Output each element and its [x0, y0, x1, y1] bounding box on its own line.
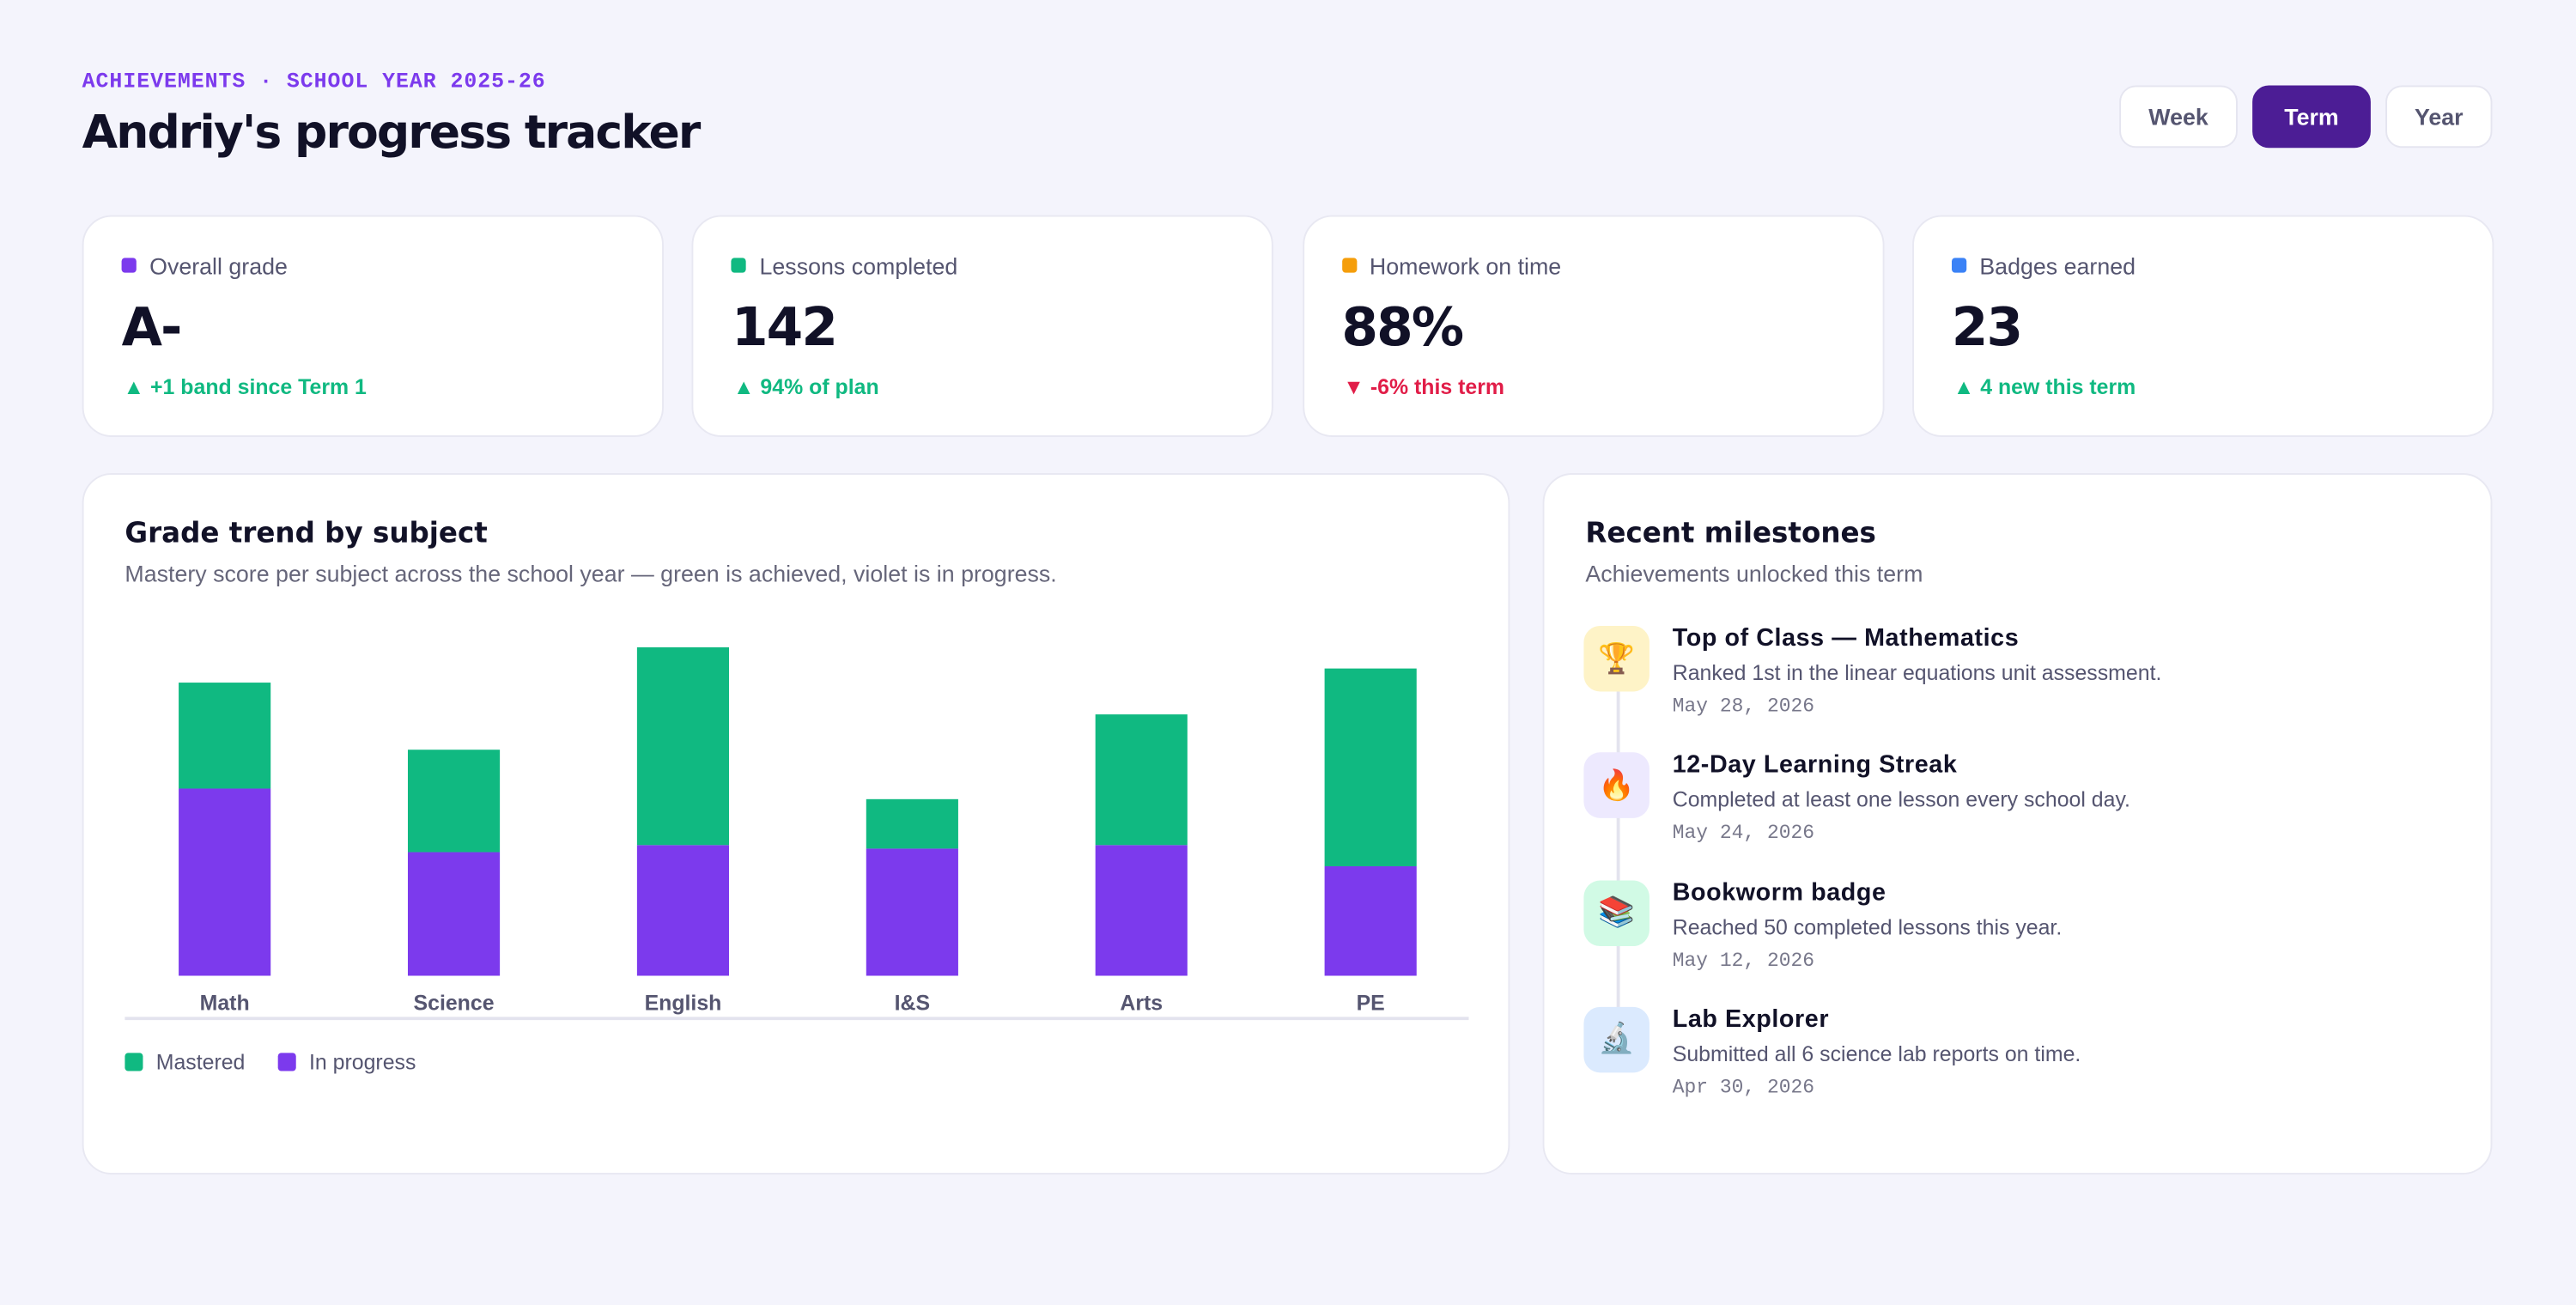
bar-segment	[1324, 668, 1417, 866]
milestone-date: May 28, 2026	[1672, 695, 1815, 719]
x-tick-label: English	[645, 992, 722, 1016]
kpi-card: Lessons completed 142 ▲ 94% of plan	[692, 215, 1274, 437]
kpi-delta: ▲ 4 new this term	[1953, 374, 2136, 399]
bar-segment	[179, 788, 271, 976]
kpi-label: Overall grade	[149, 252, 288, 280]
milestone-icon: 🔬	[1583, 1006, 1649, 1073]
kpi-dot	[1951, 258, 1967, 273]
kpi-delta: ▲ +1 band since Term 1	[123, 374, 367, 399]
x-tick-label: I&S	[895, 992, 930, 1016]
kpi-value: 142	[731, 295, 838, 359]
milestones-subtitle: Achievements unlocked this term	[1585, 560, 1923, 587]
kpi-label: Badges earned	[1979, 252, 2136, 280]
kpi-value: A-	[121, 295, 183, 359]
milestone-description: Completed at least one lesson every scho…	[1672, 787, 2130, 812]
kpi-card: Overall grade A- ▲ +1 band since Term 1	[82, 215, 664, 437]
kpi-dot	[731, 258, 747, 273]
kpi-label: Lessons completed	[759, 252, 958, 280]
milestone-icon: 🔥	[1583, 752, 1649, 819]
milestone-date: Apr 30, 2026	[1672, 1076, 1815, 1099]
period-button[interactable]: Term	[2252, 85, 2371, 149]
milestone-title: Top of Class — Mathematics	[1672, 624, 2020, 652]
bar-segment	[866, 798, 958, 849]
kpi-dot	[1341, 258, 1357, 273]
milestone-description: Reached 50 completed lessons this year.	[1672, 914, 2063, 939]
bar-segment	[1095, 845, 1188, 976]
bar-segment	[407, 852, 501, 976]
bar-segment	[636, 646, 730, 846]
kpi-card: Badges earned 23 ▲ 4 new this term	[1911, 215, 2494, 437]
eyebrow: ACHIEVEMENTS · SCHOOL YEAR 2025-26	[82, 69, 546, 94]
legend-swatch	[125, 1053, 143, 1071]
legend-label: Mastered	[156, 1051, 246, 1075]
timeline-line	[1616, 659, 1620, 1070]
bar-segment	[1095, 714, 1188, 846]
chart-panel: Grade trend by subject Mastery score per…	[82, 473, 1510, 1175]
bar-segment	[179, 683, 271, 789]
milestone-title: 12-Day Learning Streak	[1672, 750, 1958, 780]
milestone-description: Submitted all 6 science lab reports on t…	[1672, 1041, 2081, 1066]
x-tick-label: Math	[200, 992, 250, 1016]
bar-segment	[866, 848, 958, 976]
x-tick-label: PE	[1357, 992, 1385, 1016]
legend-label: In progress	[309, 1051, 416, 1075]
milestone-icon: 🏆	[1583, 625, 1649, 692]
milestone-description: Ranked 1st in the linear equations unit …	[1672, 660, 2162, 685]
kpi-delta: ▲ 94% of plan	[732, 374, 879, 399]
kpi-card: Homework on time 88% ▼ -6% this term	[1302, 215, 1884, 437]
milestone-date: May 24, 2026	[1672, 822, 1815, 846]
chart-subtitle: Mastery score per subject across the sch…	[125, 560, 1057, 587]
kpi-dot	[121, 258, 137, 273]
milestones-panel: Recent milestones Achievements unlocked …	[1542, 473, 2493, 1175]
kpi-label: Homework on time	[1369, 252, 1562, 280]
kpi-value: 88%	[1341, 295, 1464, 359]
period-button[interactable]: Year	[2385, 85, 2493, 149]
chart: Math Science English I&S Arts PE Mastered In pr…	[125, 646, 1469, 1075]
bar-segment	[636, 845, 730, 976]
milestone-title: Lab Explorer	[1672, 1005, 1830, 1034]
milestone-title: Bookworm badge	[1672, 877, 1886, 907]
milestone-date: May 12, 2026	[1672, 949, 1815, 972]
x-tick-label: Arts	[1120, 992, 1163, 1016]
milestone-icon: 📚	[1583, 879, 1649, 946]
legend-swatch	[277, 1053, 296, 1071]
page-title: Andriy's progress tracker	[82, 105, 702, 160]
bar-segment	[1324, 865, 1417, 976]
x-tick-label: Science	[414, 992, 495, 1016]
chart-title: Grade trend by subject	[125, 517, 488, 550]
milestones-title: Recent milestones	[1585, 517, 1876, 550]
period-button[interactable]: Week	[2119, 85, 2238, 149]
kpi-value: 23	[1951, 295, 2023, 359]
kpi-delta: ▼ -6% this term	[1343, 374, 1505, 399]
bar-segment	[407, 750, 501, 853]
